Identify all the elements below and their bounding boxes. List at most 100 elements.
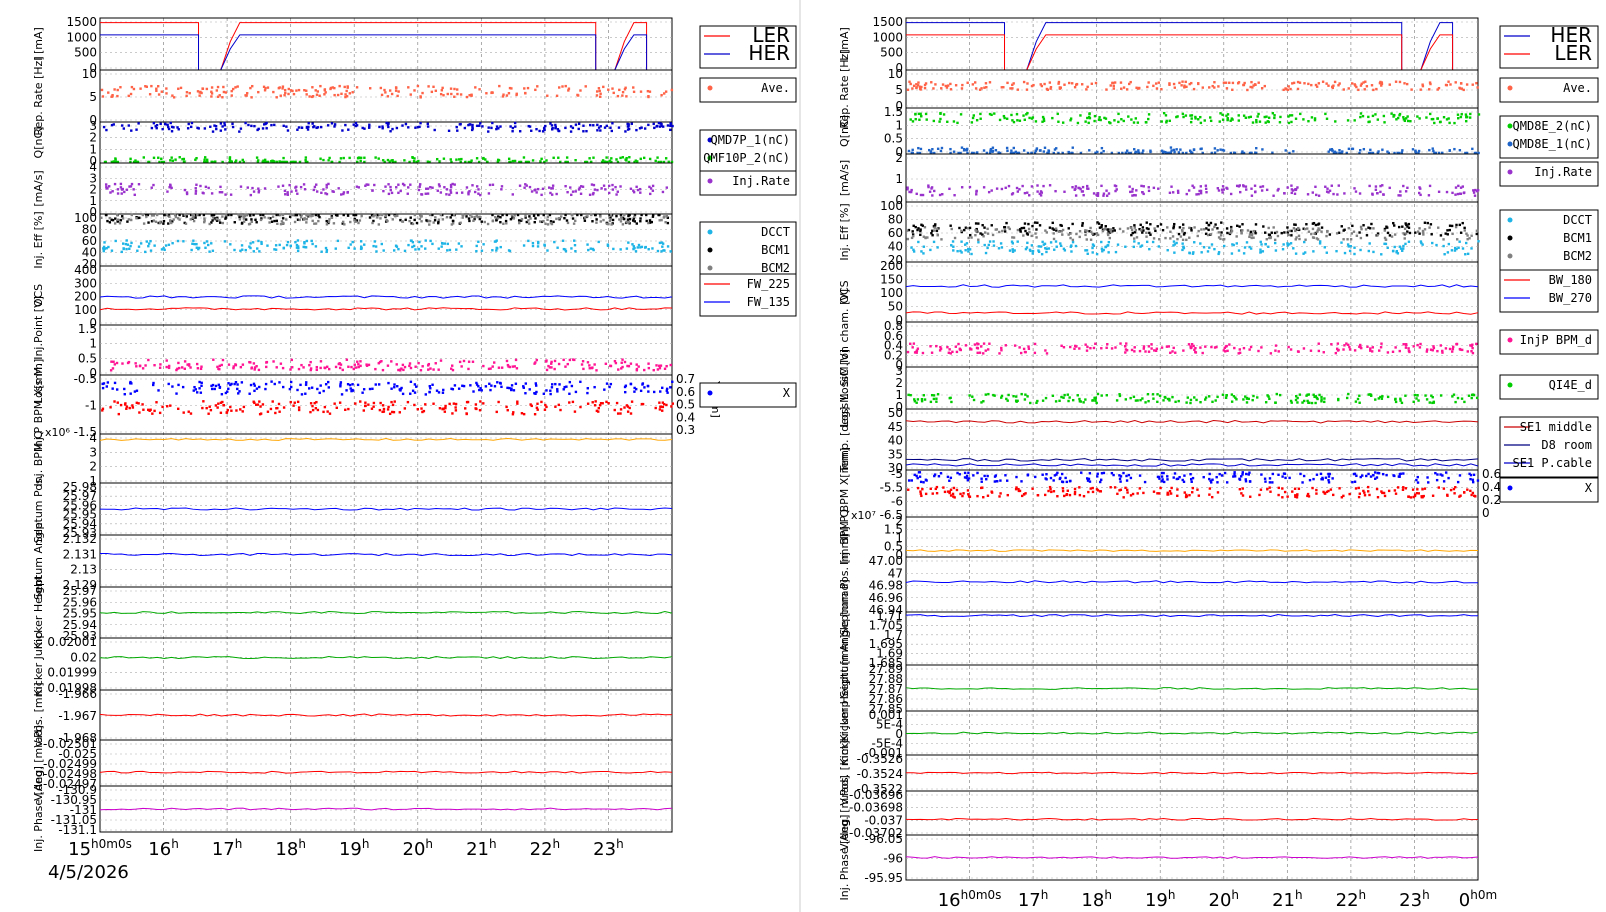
data-point: [986, 246, 989, 250]
data-point: [238, 160, 242, 164]
data-point: [1475, 229, 1479, 232]
data-point: [924, 112, 928, 116]
data-point: [347, 365, 350, 368]
data-point: [977, 222, 980, 225]
data-point: [1190, 342, 1194, 346]
data-point: [1047, 151, 1050, 155]
data-point: [113, 88, 116, 91]
data-point: [1133, 346, 1136, 349]
legend-entry: QMD7P_1(nC): [711, 133, 790, 147]
data-point: [920, 250, 923, 253]
data-point: [1268, 486, 1271, 489]
data-point: [119, 182, 123, 186]
data-point: [459, 221, 462, 224]
data-point: [399, 389, 402, 392]
data-point: [949, 396, 952, 400]
data-point: [919, 233, 922, 237]
data-point: [281, 366, 285, 370]
data-point: [1107, 240, 1111, 244]
data-point: [329, 87, 332, 91]
data-point: [1398, 473, 1402, 476]
data-point: [1312, 393, 1315, 397]
data-point: [287, 87, 290, 91]
data-point: [161, 127, 164, 131]
data-point: [569, 125, 573, 128]
data-point: [1440, 151, 1444, 155]
data-point: [1018, 228, 1022, 231]
data-point: [111, 367, 115, 370]
data-point: [1216, 395, 1219, 399]
legend-marker: [707, 265, 713, 271]
data-point: [1330, 184, 1333, 187]
data-point: [296, 192, 299, 195]
data-point: [1181, 112, 1185, 116]
data-point: [363, 160, 366, 164]
data-point: [1096, 472, 1099, 475]
data-point: [338, 160, 341, 164]
data-point: [922, 245, 926, 248]
data-point: [522, 156, 526, 159]
data-point: [264, 382, 268, 386]
data-point: [505, 222, 508, 225]
data-point: [1355, 474, 1358, 478]
data-point: [1221, 118, 1225, 121]
data-point: [181, 385, 185, 389]
data-point: [1118, 477, 1122, 481]
data-point: [177, 128, 180, 131]
data-point: [262, 159, 265, 162]
data-point: [648, 221, 652, 224]
data-point: [357, 186, 361, 189]
data-point: [966, 81, 969, 84]
data-point: [1025, 232, 1029, 235]
series-line: [99, 655, 673, 660]
data-point: [219, 185, 222, 189]
data-point: [289, 380, 293, 384]
data-point: [658, 219, 661, 222]
data-point: [633, 246, 636, 250]
data-point: [531, 159, 535, 162]
data-point: [1434, 471, 1437, 475]
data-point: [191, 213, 194, 217]
data-point: [635, 185, 638, 189]
data-point: [1288, 151, 1291, 155]
data-point: [339, 385, 342, 388]
data-point: [535, 127, 538, 131]
data-point: [961, 83, 964, 87]
data-point: [248, 360, 251, 364]
data-point: [574, 190, 577, 193]
data-point: [1060, 395, 1063, 399]
data-point: [1105, 189, 1108, 192]
data-point: [982, 352, 985, 355]
data-point: [625, 95, 628, 98]
data-point: [162, 160, 166, 164]
data-point: [1249, 230, 1253, 234]
data-point: [1428, 184, 1432, 188]
data-point: [546, 218, 549, 221]
data-point: [631, 243, 634, 246]
data-point: [1245, 472, 1248, 476]
data-point: [435, 389, 439, 392]
data-point: [1041, 240, 1044, 244]
data-point: [377, 157, 380, 160]
y-tick-label: 1: [89, 474, 97, 488]
data-point: [920, 85, 923, 89]
data-point: [251, 186, 254, 190]
data-point: [167, 213, 170, 217]
data-point: [916, 476, 919, 480]
data-point: [974, 229, 977, 232]
data-point: [1132, 193, 1136, 197]
legend-marker: [1507, 85, 1513, 91]
data-point: [1428, 88, 1431, 91]
data-point: [1332, 151, 1336, 155]
y-tick-label: 25.97: [63, 489, 97, 503]
data-point: [1463, 229, 1466, 232]
data-point: [401, 392, 405, 396]
data-point: [274, 411, 277, 415]
data-point: [908, 190, 911, 194]
data-point: [387, 192, 391, 196]
data-point: [438, 160, 441, 163]
data-point: [1242, 114, 1246, 117]
data-point: [468, 123, 471, 126]
data-point: [342, 192, 345, 196]
data-point: [1167, 345, 1171, 348]
